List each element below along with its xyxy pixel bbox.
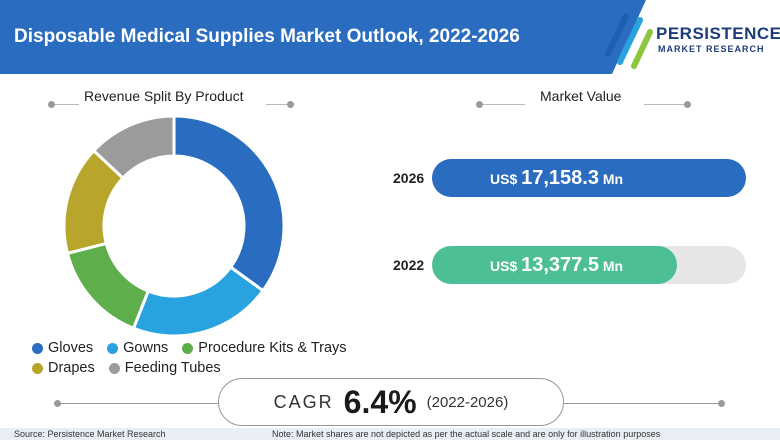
footer: Source: Persistence Market Research Note…: [0, 428, 780, 440]
donut-slice-gowns: [131, 265, 266, 338]
header-band: Disposable Medical Supplies Market Outlo…: [0, 0, 646, 74]
legend-item-procedure-kits: Procedure Kits & Trays: [182, 340, 347, 356]
bar-year-2022: 2022: [393, 257, 425, 273]
legend-label-gloves: Gloves: [48, 340, 94, 356]
bar-unit-prefix-2026: US$: [490, 171, 518, 187]
logo-text-secondary: MARKET RESEARCH: [658, 44, 765, 54]
section-rule-left: [55, 104, 79, 105]
cagr-period: (2022-2026): [426, 393, 509, 411]
cagr-box: CAGR 6.4% (2022-2026): [218, 378, 564, 426]
bar-value-2026: 17,158.3: [521, 167, 599, 189]
legend-item-feeding-tubes: Feeding Tubes: [108, 360, 221, 376]
page-title: Disposable Medical Supplies Market Outlo…: [14, 26, 520, 47]
logo-text-primary: PERSISTENCE: [656, 24, 780, 43]
persistence-logo: PERSISTENCE MARKET RESEARCH: [600, 6, 780, 76]
section-rule-dot-right: [287, 101, 294, 108]
legend-label-procedure-kits: Procedure Kits & Trays: [198, 340, 347, 356]
donut-chart: [62, 114, 286, 338]
cagr-value: 6.4%: [343, 383, 417, 420]
donut-slice-feeding-tubes: [91, 114, 176, 181]
market-rule-right: [644, 104, 684, 105]
section-rule-dot-left: [48, 101, 55, 108]
legend-item-drapes: Drapes: [32, 360, 95, 376]
legend-swatch-gloves: [32, 342, 43, 354]
bar-unit-suffix-2022: Mn: [602, 258, 624, 274]
legend-item-gloves: Gloves: [32, 340, 93, 356]
footer-source: Source: Persistence Market Research: [14, 429, 166, 439]
legend-swatch-gowns: [107, 342, 119, 354]
footer-note: Note: Market shares are not depicted as …: [272, 429, 661, 439]
legend-label-feeding-tubes: Feeding Tubes: [124, 360, 221, 376]
legend-swatch-drapes: [32, 362, 43, 374]
bar-label-2026: US$ 17,158.3 Mn: [490, 167, 623, 190]
legend-label-gowns: Gowns: [123, 340, 169, 356]
legend-swatch-feeding-tubes: [108, 362, 120, 374]
donut-slice-gloves: [172, 114, 286, 293]
bar-unit-suffix-2026: Mn: [602, 171, 624, 187]
legend-item-gowns: Gowns: [107, 340, 168, 356]
bar-year-2026: 2026: [393, 170, 425, 186]
bar-2026: [432, 159, 746, 197]
logo-stripes-icon: [605, 13, 653, 69]
legend-row-1: Gloves Gowns Procedure Kits & Trays: [32, 340, 402, 356]
bar-unit-prefix-2022: US$: [490, 258, 518, 274]
legend-row-2: Drapes Feeding Tubes: [32, 360, 402, 376]
cagr-label: CAGR: [273, 391, 334, 412]
market-rule-dot-left: [476, 101, 483, 108]
bar-label-2022: US$ 13,377.5 Mn: [490, 254, 623, 277]
bar-2022: [432, 246, 677, 284]
donut-slice-procedure-kits-trays: [65, 241, 151, 331]
legend-label-drapes: Drapes: [48, 360, 95, 376]
donut-chart-title: Revenue Split By Product: [84, 88, 244, 104]
market-rule-dot-right: [684, 101, 691, 108]
market-rule-left: [483, 104, 525, 105]
legend-swatch-procedure-kits: [182, 342, 194, 354]
market-value-title: Market Value: [540, 88, 622, 104]
section-rule-right: [266, 104, 288, 105]
cagr-dot-left: [54, 400, 61, 407]
cagr-dot-right: [718, 400, 725, 407]
bar-value-2022: 13,377.5: [521, 254, 599, 276]
